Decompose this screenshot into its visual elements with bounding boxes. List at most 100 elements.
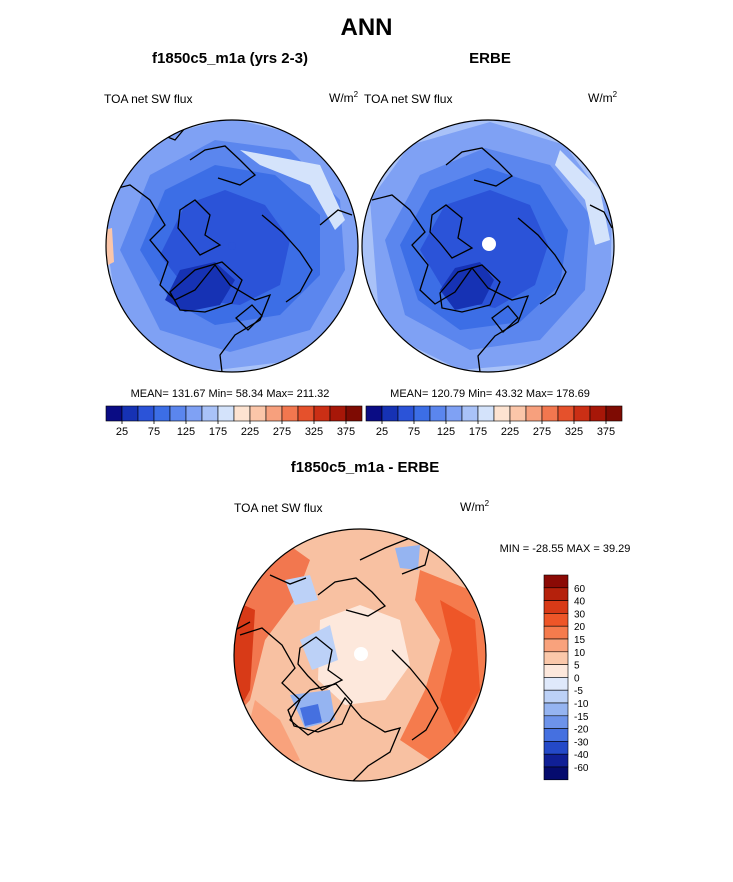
map-fill-greenland — [440, 262, 494, 310]
colorbar-tick-label: -40 — [574, 750, 589, 761]
colorbar-swatch — [543, 702, 569, 717]
map-border-model — [105, 119, 359, 373]
colorbar-swatch — [543, 728, 569, 742]
coastlines-model — [109, 127, 353, 372]
colorbar-obs: 25 75 125 175 225 275 325 375 — [365, 405, 623, 438]
colorbar-swatch — [543, 600, 569, 614]
colorbar-swatch — [313, 405, 331, 422]
colorbar-tick-label: 225 — [501, 426, 519, 438]
colorbar-tick-label: 325 — [305, 426, 323, 438]
colorbar-tick-label: -20 — [574, 725, 589, 736]
colorbar-tick-label: 0 — [574, 673, 580, 684]
colorbar-swatch — [605, 405, 623, 422]
colorbar-tick-label: 375 — [337, 426, 355, 438]
colorbar-model: 25 75 125 175 225 275 325 375 — [105, 405, 363, 438]
colorbar-tick-label: 325 — [565, 426, 583, 438]
main-title: ANN — [340, 14, 393, 41]
colorbar-swatch — [365, 405, 383, 422]
map-fill-cool-patch-2 — [300, 625, 338, 670]
colorbar-tick-label: 225 — [241, 426, 259, 438]
colorbar-swatch — [589, 405, 607, 422]
variable-label-model: TOA net SW flux — [104, 92, 193, 106]
pole-marker-model — [228, 242, 236, 250]
colorbar-swatch — [543, 689, 569, 704]
colorbar-swatch — [153, 405, 171, 422]
colorbar-swatch — [249, 405, 267, 422]
colorbar-tick-label: 20 — [574, 622, 586, 633]
colorbar-swatch — [397, 405, 415, 422]
map-border-diff — [233, 528, 487, 782]
colorbar-swatch — [543, 753, 569, 768]
colorbar-tick-label: -60 — [574, 763, 589, 774]
colorbar-tick-label: 175 — [209, 426, 227, 438]
colorbar-tick-label: 10 — [574, 648, 586, 659]
colorbar-swatch — [429, 405, 447, 422]
colorbar-swatch — [543, 677, 569, 691]
colorbar-tick-label: 15 — [574, 635, 586, 646]
colorbar-tick-label: -15 — [574, 712, 589, 723]
colorbar-swatch — [233, 405, 251, 422]
colorbar-swatch — [121, 405, 139, 422]
colorbar-swatch — [297, 405, 315, 422]
map-fill-light-band — [555, 150, 610, 245]
colorbar-swatch — [543, 625, 569, 640]
stats-model: MEAN= 131.67 Min= 58.34 Max= 211.32 — [130, 388, 330, 400]
colorbar-tick-label: 375 — [597, 426, 615, 438]
colorbar-tick-label: -30 — [574, 737, 589, 748]
colorbar-swatch — [543, 664, 569, 678]
polar-map-diff — [234, 529, 486, 781]
colorbar-tick-label: 175 — [469, 426, 487, 438]
colorbar-tick-label: 30 — [574, 609, 586, 620]
variable-label-obs: TOA net SW flux — [364, 92, 453, 106]
colorbar-swatch — [509, 405, 527, 422]
colorbar-swatch — [525, 405, 543, 422]
map-fill-hot-east — [440, 600, 480, 735]
colorbar-swatch — [543, 715, 569, 729]
colorbar-swatch — [217, 405, 235, 422]
map-fill-greenland — [165, 262, 235, 312]
colorbar-tick-label: 40 — [574, 597, 586, 608]
units-label-obs: W/m2 — [588, 90, 618, 105]
map-border-obs — [361, 119, 615, 373]
colorbar-tick-label: -10 — [574, 699, 589, 710]
colorbar-tick-label: 75 — [148, 426, 160, 438]
colorbar-swatch — [445, 405, 463, 422]
map-fill-light-band — [240, 150, 345, 230]
colorbar-tick-label: -5 — [574, 686, 583, 697]
variable-label-diff: TOA net SW flux — [234, 501, 323, 515]
colorbar-swatch — [185, 405, 203, 422]
panel-title-diff: f1850c5_m1a - ERBE — [290, 459, 440, 476]
colorbar-swatch — [477, 405, 495, 422]
colorbar-tick-label: 275 — [533, 426, 551, 438]
colorbar-swatch — [461, 405, 479, 422]
polar-map-obs — [362, 120, 614, 372]
colorbar-swatch — [543, 574, 569, 589]
colorbar-tick-label: 125 — [177, 426, 195, 438]
colorbar-swatch — [105, 405, 123, 422]
colorbar-swatch — [413, 405, 431, 422]
stats-diff: MIN = -28.55 MAX = 39.29 — [499, 543, 631, 555]
colorbar-swatch — [543, 587, 569, 601]
colorbar-swatch — [345, 405, 363, 422]
units-label-model: W/m2 — [329, 90, 359, 105]
colorbar-swatch — [543, 766, 569, 781]
colorbar-swatch — [493, 405, 511, 422]
colorbar-swatch — [543, 613, 569, 627]
colorbar-swatch — [543, 638, 569, 653]
map-fill-cool-patch-5 — [300, 704, 322, 726]
colorbar-swatch — [169, 405, 187, 422]
panel-title-obs: ERBE — [469, 50, 511, 67]
colorbar-swatch — [541, 405, 559, 422]
colorbar-tick-label: 75 — [408, 426, 420, 438]
panel-title-model: f1850c5_m1a (yrs 2-3) — [152, 50, 308, 67]
colorbar-tick-label: 5 — [574, 661, 580, 672]
colorbar-swatch — [265, 405, 283, 422]
pole-marker-diff — [354, 647, 368, 661]
colorbar-swatch — [329, 405, 347, 422]
colorbar-tick-label: 275 — [273, 426, 291, 438]
colorbar-tick-label: 125 — [437, 426, 455, 438]
units-label-diff: W/m2 — [460, 499, 490, 514]
map-fill-cool-patch-4 — [395, 545, 420, 570]
colorbar-swatch — [281, 405, 299, 422]
